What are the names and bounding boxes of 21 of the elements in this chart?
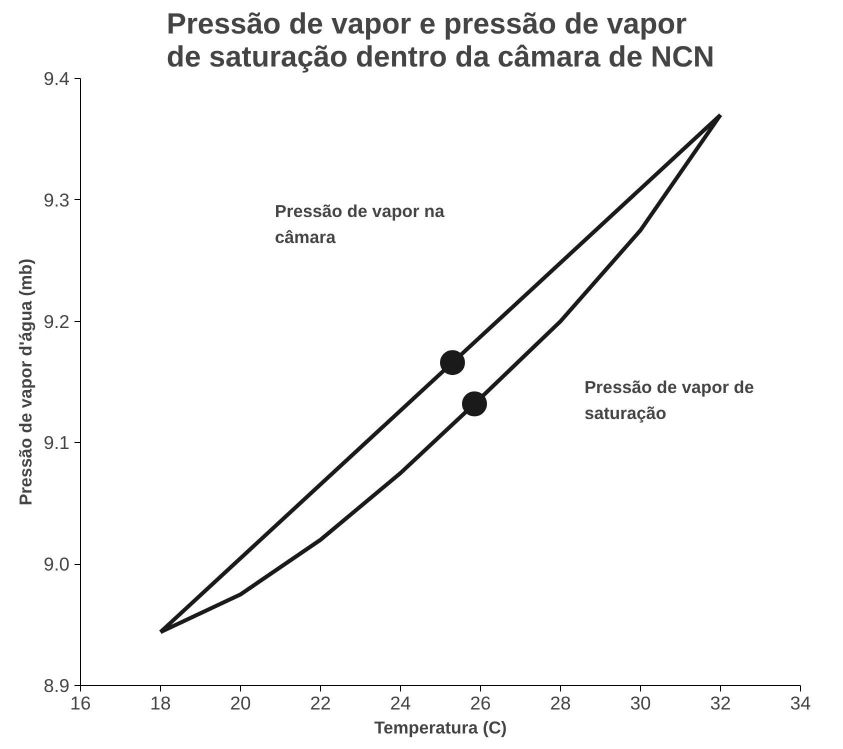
x-tick-label: 24 xyxy=(390,692,411,714)
x-tick-label: 32 xyxy=(710,692,731,714)
x-axis-title: Temperatura (C) xyxy=(374,718,507,738)
x-tick-label: 18 xyxy=(150,692,171,714)
y-tick-label: 9.0 xyxy=(44,554,70,575)
x-tick-label: 34 xyxy=(790,692,811,714)
y-tick-label: 9.1 xyxy=(44,432,70,454)
y-tick-label: 9.3 xyxy=(44,189,70,210)
x-tick-label: 26 xyxy=(470,692,491,714)
annotation: Pressão de vapor de saturação xyxy=(584,377,754,424)
x-tick-label: 28 xyxy=(550,692,571,714)
x-tick-label: 22 xyxy=(310,692,331,714)
x-tick-label: 30 xyxy=(630,692,651,714)
annotation: Pressão de vapor na câmara xyxy=(274,201,445,248)
y-tick-label: 9.4 xyxy=(44,68,70,89)
x-tick-label: 20 xyxy=(230,692,251,714)
y-tick-label: 8.9 xyxy=(44,675,70,696)
x-tick-label: 16 xyxy=(70,692,91,714)
y-axis-title: Pressão de vapor d'água (mb) xyxy=(16,258,36,506)
y-tick-label: 9.2 xyxy=(44,310,70,332)
chart-title: Pressão de vapor e pressão de vapor de saturação dentro da câmara de NCN xyxy=(166,8,714,74)
